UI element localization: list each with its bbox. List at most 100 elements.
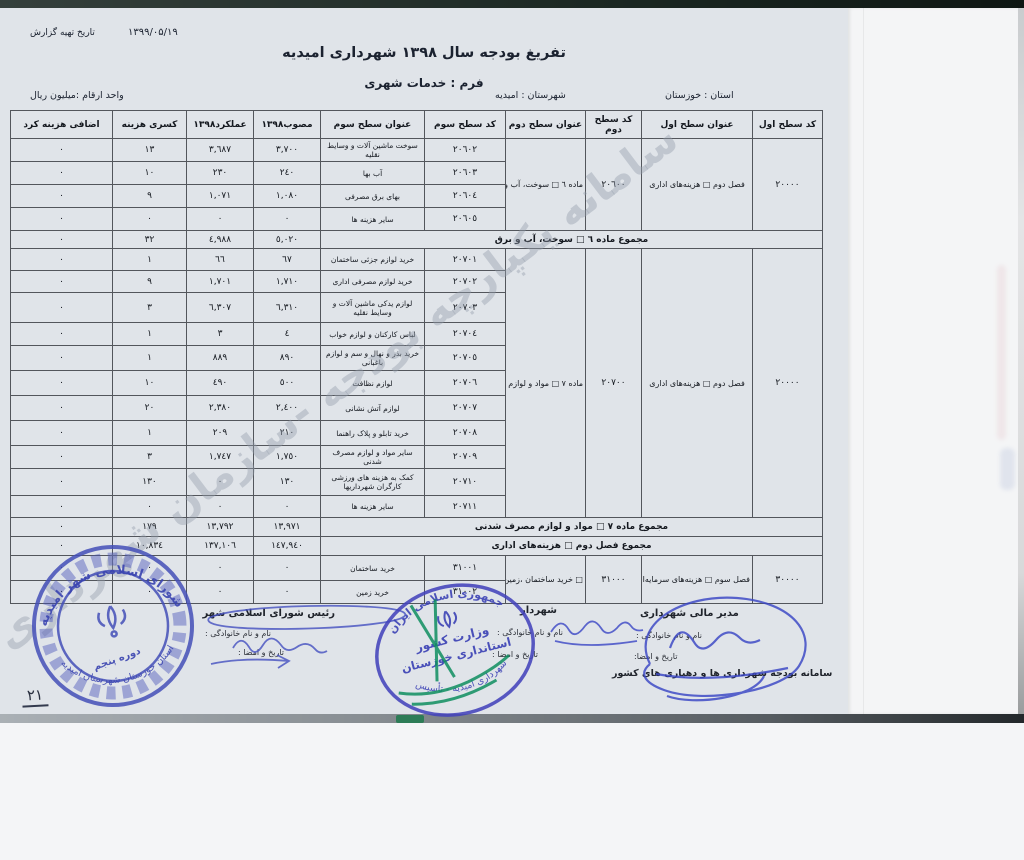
iran-emblem-icon — [97, 605, 127, 638]
county-label: شهرستان : امیدیه — [495, 90, 566, 101]
v-deficit: ٣٢ — [112, 230, 187, 249]
v-deficit: ٣ — [112, 445, 187, 469]
mayor-green-signature-scribble — [398, 599, 510, 706]
v-actual: ١,٧٠١ — [186, 270, 254, 293]
v-approved: ٠ — [253, 495, 321, 518]
total-row: مجموع فصل دوم □ هزینه‌های اداری ١٤٧,٩٤٠ … — [10, 536, 823, 556]
v-excess: ٠ — [10, 468, 113, 496]
page-title: تفریغ بودجه سال ۱۳۹۸ شهرداری امیدیه — [282, 45, 566, 61]
c3-title: خرید زمین — [320, 580, 425, 604]
v-actual: ٠ — [186, 468, 254, 496]
v-approved: ١٣,٩٧١ — [253, 517, 321, 537]
v-approved: ١,٧٥٠ — [253, 445, 321, 469]
table-row: ٢٠٧٠٧ لوازم آتش نشانی ٢,٤٠٠ ٢,٣٨٠ ٢٠ ٠ — [10, 395, 823, 421]
v-excess: ٠ — [10, 138, 113, 162]
header-approved: مصوب۱۳۹۸ — [253, 110, 321, 139]
header-deficit: کسری هزینه — [112, 110, 187, 139]
header-title2: عنوان سطح دوم — [505, 110, 586, 139]
v-deficit: ١ — [112, 322, 187, 346]
v-actual: ٠ — [186, 555, 254, 581]
table-row: ٢٠٧١٠ کمک به هزینه های ورزشی کارگران شهر… — [10, 468, 823, 496]
c3-title: بهای برق مصرفی — [320, 184, 425, 208]
council-name-label: نام و نام خانوادگی : — [205, 629, 271, 638]
c3-code: ٢٠٦٠٢ — [424, 138, 506, 162]
total-label: مجموع ماده ٦ □ سوخت، آب و برق — [320, 230, 823, 249]
level1-title: فصل سوم □ هزینه‌های سرمایه‌ای — [641, 555, 753, 604]
level1-code: ٢٠٠٠٠ — [752, 138, 823, 231]
scan-fold-line — [863, 8, 864, 714]
stamp-petal-ring — [39, 552, 187, 700]
c3-title: سایر مواد و لوازم مصرف شدنی — [320, 445, 425, 469]
v-excess: ٠ — [10, 395, 113, 421]
total-row: مجموع ماده ٧ □ مواد و لوازم مصرف شدنی ١٣… — [10, 517, 823, 537]
table-row: ٢٠٧١١ سایر هزینه ها ٠ ٠ ٠ ٠ — [10, 495, 823, 518]
finance-role-label: مدیر مالی شهرداری — [640, 608, 739, 619]
finance-name-label: نام و نام خانوادگی : — [636, 631, 702, 640]
v-excess: ٠ — [10, 345, 113, 371]
scan-bottom-edge — [0, 714, 1024, 723]
v-approved: ١,٠٨٠ — [253, 184, 321, 208]
finance-date-label: تاریخ و امضا: — [634, 652, 678, 661]
v-approved: ٨٩٠ — [253, 345, 321, 371]
c3-code: ٢٠٧٠٢ — [424, 270, 506, 293]
c3-title: سوخت ماشین آلات و وسایط نقلیه — [320, 138, 425, 162]
level2-title: ماده ٦ □ سوخت، آب و برق — [505, 138, 586, 231]
v-deficit: ١٠ — [112, 161, 187, 185]
v-deficit: ١٣ — [112, 138, 187, 162]
table-row: ٢٠٧٠٥ خرید بذر و نهال و سم و لوازم باغبا… — [10, 345, 823, 371]
v-actual: ٨٨٩ — [186, 345, 254, 371]
c3-code: ٢٠٧٠٥ — [424, 345, 506, 371]
scan-margin-strip — [848, 8, 1018, 714]
header-title3: عنوان سطح سوم — [320, 110, 425, 139]
v-approved: ١٣٠ — [253, 468, 321, 496]
v-approved: ٣,٧٠٠ — [253, 138, 321, 162]
level2-code: ٣١٠٠٠ — [585, 555, 642, 604]
header-code1: کد سطح اول — [752, 110, 823, 139]
v-excess: ٠ — [10, 248, 113, 271]
scan-artifact — [396, 715, 424, 723]
v-approved: ١٤٧,٩٤٠ — [253, 536, 321, 556]
scan-smudge — [997, 265, 1006, 440]
v-deficit: ١٠ — [112, 370, 187, 396]
v-excess: ٠ — [10, 207, 113, 231]
report-date-value: ۱۳۹۹/۰۵/۱۹ — [128, 27, 178, 38]
mayor-stamp: جمهوری اسلامی ایران وزارت کشور استانداری… — [375, 575, 535, 717]
system-footer-label: سامانه بودجه شهرداری ها و دهیاری های کشو… — [612, 668, 833, 679]
v-excess: ٠ — [10, 270, 113, 293]
header-code3: کد سطح سوم — [424, 110, 506, 139]
v-deficit: ٢٠ — [112, 395, 187, 421]
mayor-name-label: نام و نام خانوادگی : — [497, 628, 563, 637]
c3-title: لباس کارکنان و لوازم خواب — [320, 322, 425, 346]
v-approved: ٥٠٠ — [253, 370, 321, 396]
budget-table: کد سطح اول عنوان سطح اول کد سطح دوم عنوا… — [10, 110, 823, 604]
v-deficit: ٩ — [112, 270, 187, 293]
finance-signature-scribble — [643, 596, 807, 702]
council-role-label: رئیس شورای اسلامی شهر — [202, 608, 335, 619]
c3-title: لوازم یدکی ماشین آلات و وسایط نقلیه — [320, 292, 425, 323]
v-deficit: ١ — [112, 345, 187, 371]
v-approved: ٠ — [253, 207, 321, 231]
v-actual: ٦٦ — [186, 248, 254, 271]
v-actual: ٠ — [186, 495, 254, 518]
v-actual: ٠ — [186, 580, 254, 604]
c3-code: ٢٠٦٠٣ — [424, 161, 506, 185]
total-row: مجموع ماده ٦ □ سوخت، آب و برق ٥,٠٢٠ ٤,٩٨… — [10, 230, 823, 249]
level2-code: ٢٠٧٠٠ — [585, 248, 642, 518]
v-actual: ٦,٣٠٧ — [186, 292, 254, 323]
v-excess: ٠ — [10, 495, 113, 518]
mayor-role-label: شهردار — [520, 605, 557, 616]
c3-title: خرید لوازم مصرفی اداری — [320, 270, 425, 293]
level1-code: ٣٠٠٠٠ — [752, 555, 823, 604]
c3-code: ٢٠٧٠٩ — [424, 445, 506, 469]
v-actual: ١,٧٤٧ — [186, 445, 254, 469]
v-excess: ٠ — [10, 230, 113, 249]
unit-label: واحد ارقام :میلیون ریال — [30, 90, 124, 101]
v-excess: ٠ — [10, 370, 113, 396]
mayor-date-label: تاریخ و امضا : — [492, 650, 538, 659]
c3-code: ٢٠٧٠٨ — [424, 420, 506, 446]
v-actual: ٣,٦٨٧ — [186, 138, 254, 162]
c3-code: ٢٠٧٠٣ — [424, 292, 506, 323]
scan-smudge — [1000, 448, 1015, 490]
c3-title: لوازم نظافت — [320, 370, 425, 396]
header-code2: کد سطح دوم — [585, 110, 642, 139]
